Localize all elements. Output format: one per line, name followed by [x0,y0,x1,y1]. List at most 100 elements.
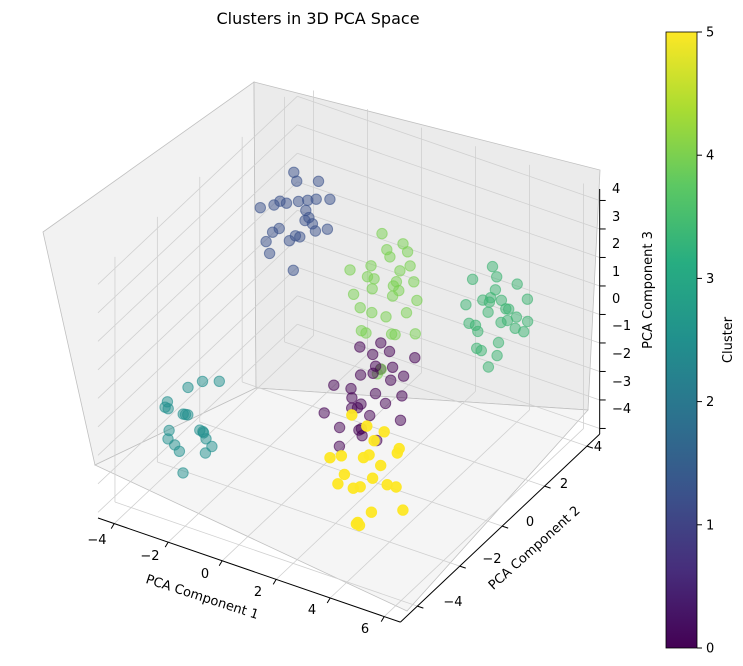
grid-line [275,391,476,580]
grid-line [97,124,298,314]
scatter-point-cluster-3 [482,306,494,318]
y-axis-line [400,433,601,623]
scatter-point-cluster-0 [396,390,408,402]
scatter-point-cluster-2 [206,440,218,453]
z-tick-label: 2 [612,237,620,252]
scatter-point-cluster-0 [367,367,379,379]
scatter-point-cluster-2 [161,396,174,408]
scatter-point-cluster-0 [375,337,387,349]
scatter-point-cluster-5 [365,506,378,518]
y-tick [459,565,466,569]
scatter-point-cluster-3 [491,349,503,362]
scatter-point-cluster-5 [347,482,359,494]
scatter-point-cluster-0 [394,414,407,426]
grid-line [242,381,545,487]
scatter-point-cluster-1 [291,175,303,187]
scatter-point-cluster-4 [389,328,401,341]
scatter-point-cluster-5 [397,504,409,516]
scatter-point-cluster-3 [482,361,495,373]
grid-line [297,95,600,201]
grid-line [329,409,530,599]
scatter-point-cluster-4 [404,260,416,272]
x-tick-label: 4 [308,603,316,618]
y-tick-label: −4 [443,595,462,610]
scatter-point-cluster-1 [321,223,334,235]
scatter-point-cluster-4 [411,294,423,307]
scatter-point-cluster-4 [397,238,409,250]
scatter-point-cluster-1 [280,197,293,209]
scatter-point-cluster-2 [196,375,209,388]
scatter-point-cluster-5 [346,409,358,421]
x-tick [110,523,115,529]
y-tick-label: 2 [560,477,568,492]
y-tick [586,445,594,449]
scatter-point-cluster-3 [503,303,515,315]
grid-line [297,152,600,258]
x-tick-label: −2 [140,549,159,564]
grid-line [297,181,600,287]
scatter-point-cluster-1 [300,204,312,217]
scatter-point-cluster-0 [386,361,399,373]
grid-line [97,295,298,485]
scatter-point-cluster-5 [391,447,403,459]
grid-line [97,181,298,371]
colorbar-ticks: 0 1 2 3 4 5 [697,26,714,657]
scatter-point-cluster-3 [472,325,484,338]
scatter-point-cluster-1 [312,175,325,188]
scatter-point-cluster-4 [354,302,366,314]
scatter-point-cluster-4 [366,283,378,295]
scatter-point-cluster-5 [378,426,390,438]
scatter-point-cluster-5 [375,459,387,472]
chart-title: Clusters in 3D PCA Space [216,9,419,28]
scatter-point-cluster-0 [333,440,346,452]
scatter-point-cluster-1 [283,235,296,247]
grid-line [297,295,600,401]
grid-line [383,428,584,617]
scatter-point-cluster-3 [492,336,505,349]
scatter-point-cluster-3 [510,311,523,323]
scatter-point-cluster-4 [394,265,406,277]
z-tick-label: −1 [612,319,631,334]
grid-line [297,266,600,372]
grid-line [97,324,298,513]
scatter-point-cluster-3 [521,315,534,328]
scatter-point-cluster-2 [213,375,226,387]
scatter-point-cluster-4 [380,311,392,323]
x-tick [380,616,385,622]
scatter-point-cluster-3 [486,260,499,273]
x-tick-label: 2 [254,585,262,600]
z-tick-label: −2 [612,347,631,362]
colorbar-tick-label: 5 [706,26,714,41]
scatter-point-cluster-1 [273,222,285,235]
scatter-point-cluster-4 [400,307,413,319]
grid-line [113,335,314,524]
scatter-point-cluster-0 [383,345,396,358]
scatter-point-cluster-4 [409,328,421,340]
z-tick-label: −4 [612,402,631,417]
scatter-point-cluster-5 [324,452,336,464]
scatter-point-cluster-0 [364,409,376,422]
scatter-point-cluster-0 [379,397,392,410]
colorbar-tick-label: 4 [706,149,714,164]
scatter-point-cluster-0 [354,341,366,353]
x-tick-label: −4 [87,533,106,548]
scatter-point-cluster-4 [347,288,360,300]
scatter-point-cluster-3 [489,284,502,296]
scatter-point-cluster-5 [332,478,344,490]
grid-line [297,209,600,315]
z-tick-label: 1 [612,265,620,280]
scatter-point-cluster-1 [254,202,266,214]
grid-line [97,238,298,428]
grid-line [199,421,503,527]
y-tick-labels: −4 −2 0 2 4 [443,440,602,610]
scatter-point-cluster-5 [368,435,380,447]
y-tick [417,605,424,609]
scatter-point-cluster-3 [471,342,483,354]
scatter-point-cluster-1 [299,214,311,227]
scatter-point-cluster-3 [495,316,507,329]
x-tick [218,560,223,567]
grid-line [114,501,418,607]
z-axis-label: PCA Component 3 [641,231,656,349]
x-tick-label: 6 [361,622,369,637]
scatter-point-cluster-4 [386,290,399,302]
